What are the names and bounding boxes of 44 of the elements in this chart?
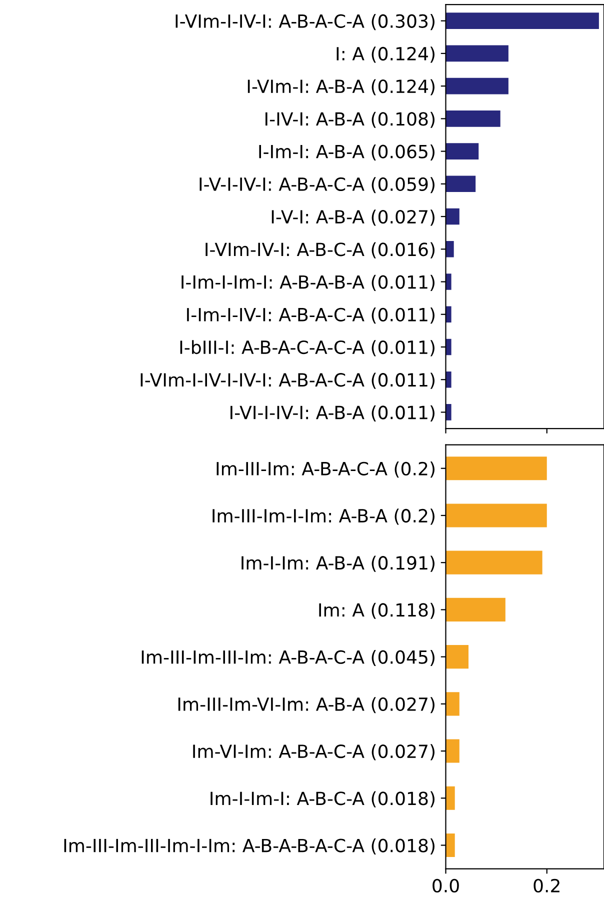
y-tick-label: I-VIm-I: A-B-A (0.124) bbox=[248, 79, 434, 96]
bar bbox=[446, 12, 599, 29]
bar bbox=[446, 240, 454, 258]
y-tick-label: Im-III-Im: A-B-A-C-A (0.2) bbox=[216, 462, 434, 478]
y-tick-label: Im-VI-Im: A-B-A-C-A (0.027) bbox=[193, 744, 434, 760]
bar bbox=[446, 208, 460, 225]
bar bbox=[446, 833, 455, 858]
y-tick-label: I-VI-I-IV-I: A-B-A (0.011) bbox=[230, 405, 434, 422]
bar bbox=[446, 739, 460, 763]
bar bbox=[446, 598, 506, 622]
y-tick-label: Im-III-Im-III-Im-I-Im: A-B-A-B-A-C-A (0.018) bbox=[64, 838, 434, 854]
bar bbox=[446, 78, 508, 94]
bar bbox=[446, 45, 508, 62]
y-tick-label: Im-I-Im: A-B-A (0.191) bbox=[242, 556, 434, 572]
y-tick-label: Im-III-Im-III-Im: A-B-A-C-A (0.045) bbox=[142, 650, 434, 666]
y-tick-label: I-VIm-IV-I: A-B-C-A (0.016) bbox=[206, 242, 434, 258]
y-tick-label: I-Im-I: A-B-A (0.065) bbox=[259, 144, 434, 161]
y-tick-label: Im-III-Im-VI-Im: A-B-A (0.027) bbox=[178, 697, 434, 714]
bar bbox=[446, 306, 452, 323]
y-tick-label: I: A (0.124) bbox=[336, 46, 434, 63]
x-tick-label: 0.0 bbox=[432, 878, 459, 892]
y-tick-label: Im-III-Im-I-Im: A-B-A (0.2) bbox=[212, 508, 434, 525]
bar bbox=[446, 404, 452, 420]
y-tick-label: I-VIm-I-IV-I-IV-I: A-B-A-C-A (0.011) bbox=[140, 372, 434, 389]
bar bbox=[446, 143, 479, 160]
bar bbox=[446, 692, 460, 716]
y-tick-label: I-VIm-I-IV-I: A-B-A-C-A (0.303) bbox=[176, 14, 434, 30]
y-tick-label: I-V-I: A-B-A (0.027) bbox=[272, 210, 434, 226]
y-tick-label: Im-I-Im-I: A-B-C-A (0.018) bbox=[210, 791, 434, 808]
bar bbox=[446, 110, 500, 127]
y-tick-label: I-bIII-I: A-B-A-C-A-C-A (0.011) bbox=[180, 340, 434, 356]
bar bbox=[446, 550, 542, 574]
y-tick-label: I-IV-I: A-B-A (0.108) bbox=[266, 112, 434, 128]
y-tick-label: I-V-I-IV-I: A-B-A-C-A (0.059) bbox=[200, 177, 434, 194]
bar bbox=[446, 786, 455, 810]
y-tick-label: I-Im-I-IV-I: A-B-A-C-A (0.011) bbox=[187, 308, 434, 324]
bar bbox=[446, 504, 547, 528]
bar bbox=[446, 274, 452, 290]
y-tick-label: I-Im-I-Im-I: A-B-A-B-A (0.011) bbox=[182, 274, 434, 291]
bar bbox=[446, 645, 469, 669]
bar bbox=[446, 456, 547, 480]
x-tick-label: 0.2 bbox=[534, 878, 560, 892]
bar bbox=[446, 176, 476, 192]
y-tick-label: Im: A (0.118) bbox=[319, 602, 434, 619]
